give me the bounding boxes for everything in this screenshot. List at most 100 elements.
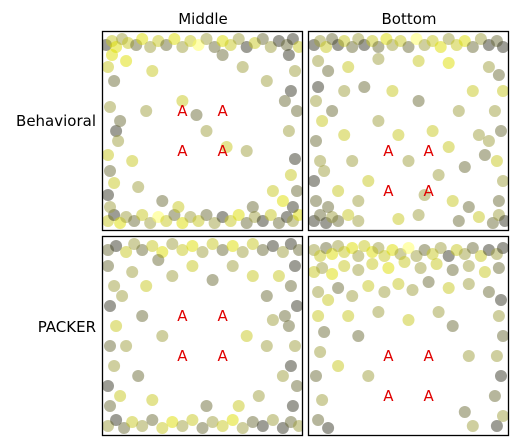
- scatter-point: [291, 300, 303, 312]
- scatter-point: [358, 81, 371, 93]
- scatter-point: [206, 274, 219, 286]
- scatter-point: [110, 240, 123, 252]
- scatter-point: [276, 370, 289, 382]
- scatter-point: [495, 294, 507, 306]
- scatter-point: [458, 161, 471, 173]
- scatter-point: [112, 135, 125, 147]
- scatter-point: [478, 266, 491, 278]
- scatter-point: [466, 41, 479, 53]
- scatter-point: [338, 260, 351, 272]
- scatter-point: [406, 284, 419, 296]
- scatter-point: [308, 175, 320, 187]
- scatter-point: [266, 185, 279, 197]
- scatter-point: [114, 390, 127, 402]
- scatter-point: [146, 65, 159, 77]
- scatter-point: [352, 330, 365, 342]
- scatter-point: [322, 422, 335, 434]
- row-label-behavioral: Behavioral: [16, 112, 96, 130]
- scatter-point: [478, 149, 491, 161]
- scatter-point: [200, 33, 213, 45]
- scatter-point: [490, 420, 503, 432]
- scatter-point: [392, 129, 405, 141]
- scatter-point: [446, 195, 459, 207]
- scatter-point: [318, 165, 331, 177]
- scatter-point: [226, 240, 239, 252]
- scatter-point: [246, 238, 259, 250]
- points-group: [102, 238, 303, 434]
- scatter-point: [206, 238, 219, 250]
- scatter-point: [114, 115, 127, 127]
- panel-packer-middle: A A A A: [101, 235, 304, 437]
- scatter-point: [338, 129, 351, 141]
- scatter-point: [172, 201, 185, 213]
- scatter-point: [216, 244, 229, 256]
- scatter-point: [291, 185, 303, 197]
- scatter-point: [276, 195, 289, 207]
- scatter-point: [132, 370, 145, 382]
- scatter-point: [291, 380, 303, 392]
- scatter-point: [104, 201, 116, 213]
- scatter-point: [382, 262, 395, 274]
- scatter-point: [458, 406, 471, 418]
- scatter-point: [216, 420, 229, 432]
- scatter-point: [146, 414, 159, 426]
- column-title-bottom: Bottom: [381, 10, 436, 28]
- scatter-point: [462, 278, 475, 290]
- scatter-point: [346, 155, 359, 167]
- scatter-point: [168, 33, 181, 45]
- scatter-point: [102, 260, 114, 272]
- scatter-point: [226, 414, 239, 426]
- scatter-point: [256, 244, 269, 256]
- scatter-point: [402, 242, 415, 254]
- scatter-point: [332, 215, 345, 227]
- scatter-point: [402, 41, 415, 53]
- scatter-point: [291, 105, 303, 117]
- scatter-point: [314, 346, 327, 358]
- scatter-point: [432, 169, 445, 181]
- scatter-point: [312, 55, 325, 67]
- scatter-point: [497, 175, 509, 187]
- scatter-point: [136, 209, 149, 221]
- scatter-point: [352, 215, 365, 227]
- scatter-point: [492, 69, 505, 81]
- scatter-point: [488, 105, 501, 117]
- scatter-point: [236, 61, 249, 73]
- scatter-point: [266, 240, 279, 252]
- scatter-point: [499, 215, 509, 227]
- scatter-point: [398, 256, 411, 268]
- scatter-point: [362, 175, 375, 187]
- scatter-point: [104, 300, 116, 312]
- scatter-point: [232, 400, 245, 412]
- scatter-point: [378, 286, 391, 298]
- scatter-point: [176, 95, 189, 107]
- scatter-point: [366, 258, 379, 270]
- annotation-label: A: [383, 387, 394, 405]
- scatter-point: [146, 240, 159, 252]
- scatter-point: [372, 41, 385, 53]
- scatter-point: [497, 41, 509, 53]
- scatter-point: [318, 326, 331, 338]
- scatter-point: [108, 280, 121, 292]
- scatter-point: [352, 195, 365, 207]
- scatter-point: [495, 125, 507, 137]
- scatter-point: [310, 195, 322, 207]
- scatter-point: [264, 209, 277, 221]
- scatter-point: [140, 280, 153, 292]
- annotation-label: A: [217, 102, 228, 120]
- scatter-point: [256, 420, 269, 432]
- scatter-point: [310, 95, 322, 107]
- scatter-point: [102, 380, 114, 392]
- scatter-point: [246, 201, 259, 213]
- scatter-point: [136, 33, 149, 45]
- scatter-point: [260, 75, 273, 87]
- scatter-point: [140, 105, 153, 117]
- scatter-point: [422, 276, 435, 288]
- scatter-point: [284, 169, 297, 181]
- scatter-point: [310, 135, 322, 147]
- scatter-point: [120, 246, 133, 258]
- scatter-point: [322, 294, 335, 306]
- scatter-point: [126, 266, 139, 278]
- scatter-point: [316, 394, 329, 406]
- scatter-point: [322, 65, 335, 77]
